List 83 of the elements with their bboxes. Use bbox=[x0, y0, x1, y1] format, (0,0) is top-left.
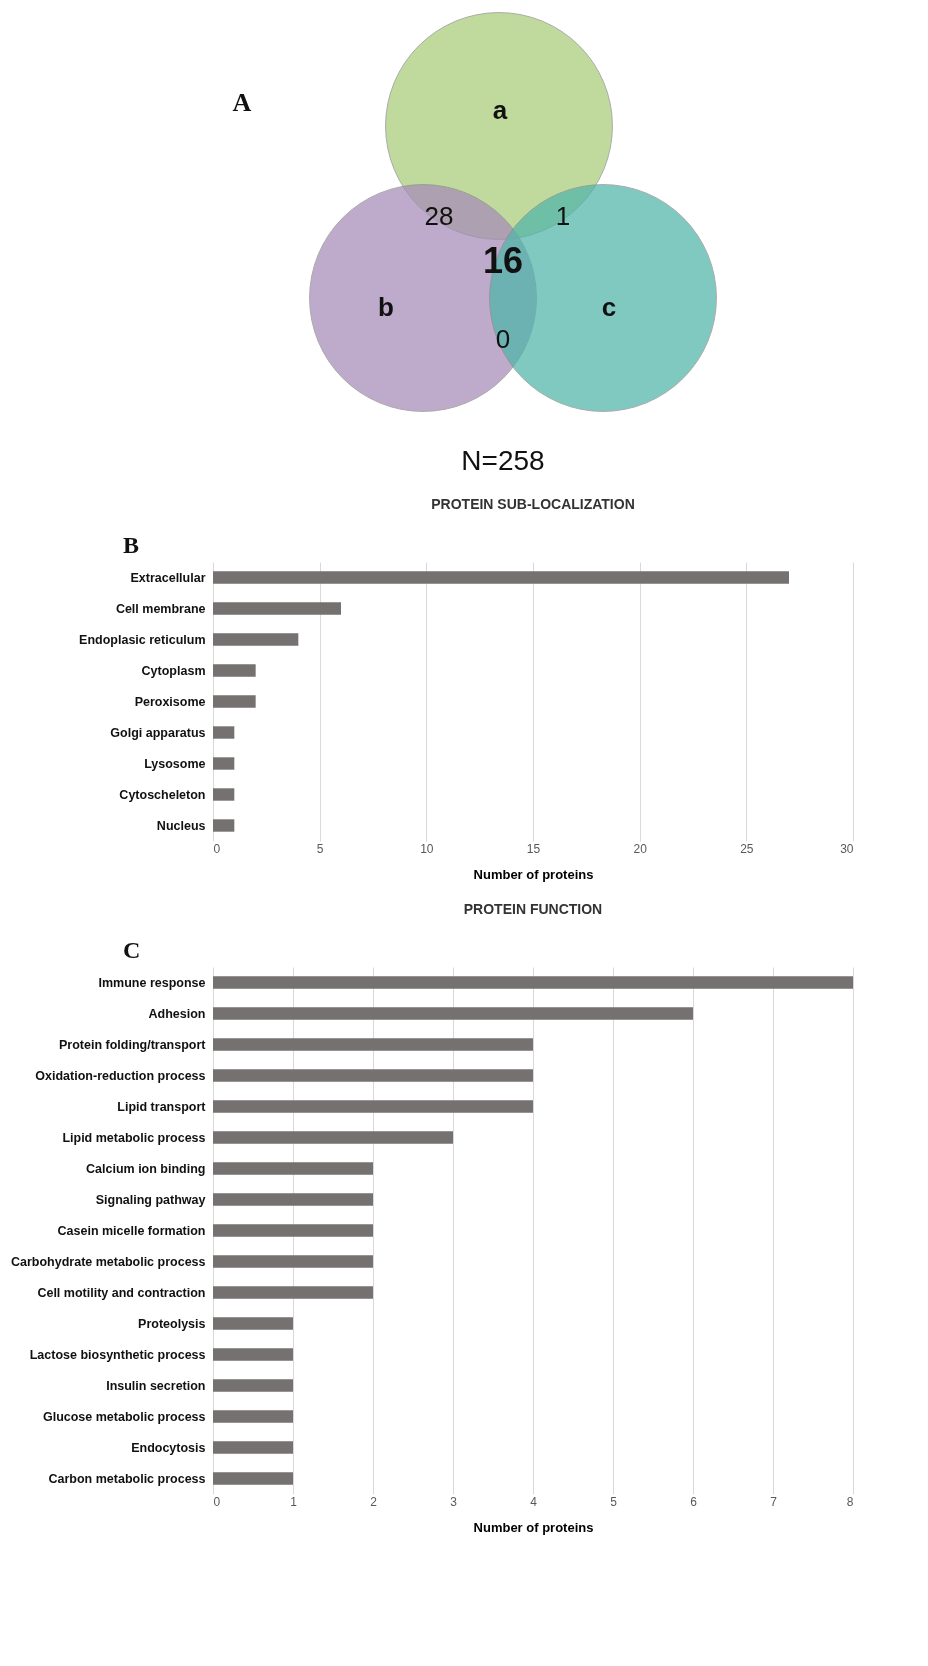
chart-title: PROTEIN FUNCTION bbox=[463, 901, 603, 917]
bar bbox=[213, 1162, 373, 1175]
bar bbox=[213, 664, 256, 677]
bar bbox=[213, 757, 235, 770]
x-axis-title: Number of proteins bbox=[473, 866, 594, 882]
y-tick-label: Glucose metabolic process bbox=[42, 1409, 206, 1424]
y-tick-label: Oxidation-reduction process bbox=[35, 1068, 206, 1083]
text: 1 bbox=[555, 201, 571, 231]
bar bbox=[213, 1038, 533, 1051]
x-tick-label: 25 bbox=[740, 841, 754, 856]
bar bbox=[213, 1410, 293, 1423]
x-tick-label: 7 bbox=[770, 1494, 778, 1509]
x-axis-title: Number of proteins bbox=[473, 1519, 594, 1535]
y-tick-label: Endocytosis bbox=[131, 1440, 206, 1455]
x-tick-label: 0 bbox=[213, 1494, 221, 1509]
category-label: b bbox=[378, 292, 394, 322]
y-tick-label: Proteolysis bbox=[138, 1316, 206, 1331]
text: N=258 bbox=[461, 445, 545, 476]
text: A bbox=[232, 88, 252, 117]
y-tick-label: Calcium ion binding bbox=[86, 1161, 206, 1176]
bar bbox=[213, 1007, 693, 1020]
text: 0 bbox=[495, 324, 511, 354]
y-tick-label: Nucleus bbox=[156, 818, 206, 833]
bar bbox=[213, 788, 235, 801]
bar bbox=[213, 726, 235, 739]
y-tick-label: Signaling pathway bbox=[95, 1192, 206, 1207]
x-tick-label: 1 bbox=[290, 1494, 298, 1509]
x-tick-label: 8 bbox=[846, 1494, 854, 1509]
y-tick-label: Protein folding/transport bbox=[58, 1037, 207, 1052]
y-tick-label: Insulin secretion bbox=[106, 1378, 206, 1393]
x-tick-label: 0 bbox=[213, 841, 221, 856]
category-label: c bbox=[601, 292, 617, 322]
y-tick-label: Extracellular bbox=[130, 570, 206, 585]
y-tick-label: Lipid metabolic process bbox=[62, 1130, 206, 1145]
bar bbox=[213, 1317, 293, 1330]
text: C bbox=[123, 937, 141, 963]
y-tick-label: Carbon metabolic process bbox=[48, 1471, 206, 1486]
bar bbox=[213, 695, 256, 708]
text: 16 bbox=[482, 240, 524, 281]
y-tick-label: Endoplasic reticulum bbox=[79, 632, 206, 647]
x-tick-label: 4 bbox=[530, 1494, 538, 1509]
bar bbox=[213, 1379, 293, 1392]
bar bbox=[213, 1193, 373, 1206]
x-tick-label: 30 bbox=[840, 841, 854, 856]
text: B bbox=[123, 532, 140, 558]
x-tick-label: 3 bbox=[450, 1494, 458, 1509]
bar bbox=[213, 633, 299, 646]
y-tick-label: Carbohydrate metabolic process bbox=[10, 1254, 206, 1269]
bar bbox=[213, 976, 853, 989]
bar bbox=[213, 1441, 293, 1454]
bar bbox=[213, 571, 789, 584]
bar bbox=[213, 1100, 533, 1113]
x-tick-label: 5 bbox=[610, 1494, 618, 1509]
y-tick-label: Cell membrane bbox=[115, 601, 206, 616]
bar bbox=[213, 1286, 373, 1299]
y-tick-label: Adhesion bbox=[148, 1006, 206, 1021]
bar bbox=[213, 1472, 293, 1485]
bar bbox=[213, 1224, 373, 1237]
bar bbox=[213, 602, 341, 615]
y-tick-label: Casein micelle formation bbox=[57, 1223, 206, 1238]
x-tick-label: 10 bbox=[420, 841, 434, 856]
y-tick-label: Golgi apparatus bbox=[110, 725, 206, 740]
bar bbox=[213, 1255, 373, 1268]
y-tick-label: Cytoplasm bbox=[141, 663, 206, 678]
x-tick-label: 6 bbox=[690, 1494, 698, 1509]
bar bbox=[213, 819, 235, 832]
x-tick-label: 20 bbox=[633, 841, 648, 856]
bar bbox=[213, 1131, 453, 1144]
bar bbox=[213, 1348, 293, 1361]
y-tick-label: Lysosome bbox=[144, 756, 206, 771]
text: 28 bbox=[424, 201, 454, 231]
y-tick-label: Peroxisome bbox=[134, 694, 206, 709]
y-tick-label: Cell motility and contraction bbox=[37, 1285, 206, 1300]
y-tick-label: Lipid transport bbox=[117, 1099, 207, 1114]
chart-title: PROTEIN SUB-LOCALIZATION bbox=[431, 496, 635, 512]
y-tick-label: Cytoscheleton bbox=[119, 787, 206, 802]
y-tick-label: Lactose biosynthetic process bbox=[29, 1347, 206, 1362]
category-label: a bbox=[492, 95, 508, 125]
y-tick-label: Immune response bbox=[98, 975, 206, 990]
x-tick-label: 2 bbox=[370, 1494, 378, 1509]
x-tick-label: 15 bbox=[526, 841, 541, 856]
bar bbox=[213, 1069, 533, 1082]
x-tick-label: 5 bbox=[316, 841, 324, 856]
